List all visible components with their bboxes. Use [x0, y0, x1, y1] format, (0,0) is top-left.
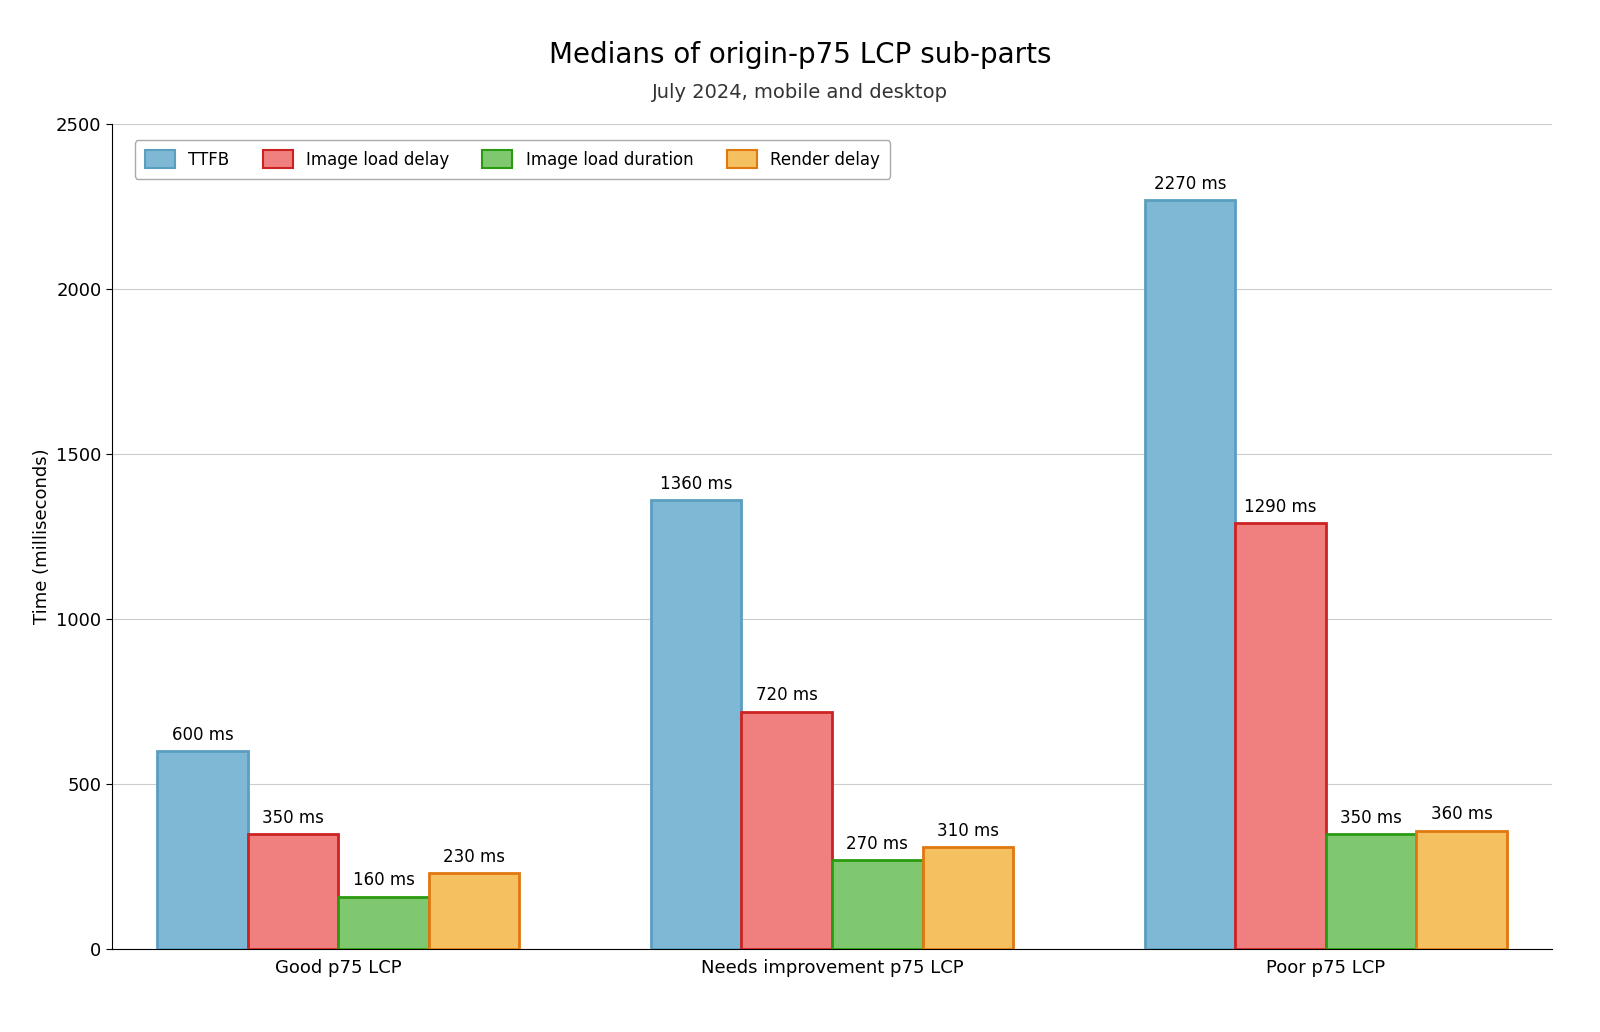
Text: July 2024, mobile and desktop: July 2024, mobile and desktop: [653, 83, 947, 101]
Legend: TTFB, Image load delay, Image load duration, Render delay: TTFB, Image load delay, Image load durat…: [134, 140, 890, 179]
Y-axis label: Time (milliseconds): Time (milliseconds): [32, 449, 51, 624]
Text: 350 ms: 350 ms: [1341, 809, 1402, 827]
Text: 1290 ms: 1290 ms: [1245, 498, 1317, 516]
Text: 230 ms: 230 ms: [443, 848, 506, 866]
Text: 310 ms: 310 ms: [936, 821, 998, 840]
Text: 360 ms: 360 ms: [1430, 805, 1493, 824]
Bar: [1416, 831, 1507, 949]
Bar: [1235, 523, 1326, 949]
Bar: [923, 847, 1013, 949]
Text: 600 ms: 600 ms: [171, 727, 234, 744]
Bar: [832, 861, 923, 949]
Bar: [741, 712, 832, 949]
Text: 720 ms: 720 ms: [755, 686, 818, 705]
Text: 350 ms: 350 ms: [262, 809, 323, 827]
Bar: [1326, 834, 1416, 949]
Bar: [651, 501, 741, 949]
Bar: [429, 873, 520, 949]
Bar: [338, 897, 429, 949]
Bar: [157, 751, 248, 949]
Bar: [248, 834, 338, 949]
Text: 1360 ms: 1360 ms: [659, 475, 733, 493]
Text: 2270 ms: 2270 ms: [1154, 174, 1226, 193]
Text: Medians of origin-p75 LCP sub-parts: Medians of origin-p75 LCP sub-parts: [549, 41, 1051, 69]
Text: 160 ms: 160 ms: [352, 871, 414, 890]
Bar: [1144, 200, 1235, 949]
Text: 270 ms: 270 ms: [846, 835, 909, 853]
